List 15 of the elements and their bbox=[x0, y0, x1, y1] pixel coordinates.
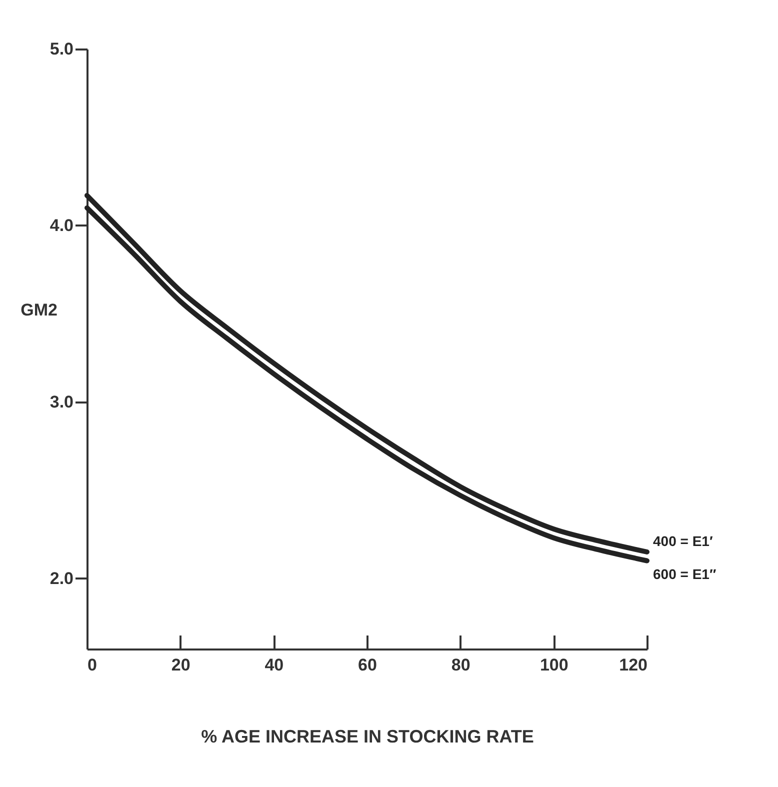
x-tick-label: 100 bbox=[540, 656, 568, 674]
y-tick-label: 4.0 bbox=[50, 216, 74, 235]
series-label: 400 = E1′ bbox=[653, 532, 714, 549]
y-tick-label: 5.0 bbox=[50, 40, 74, 58]
x-tick-label: 60 bbox=[358, 656, 377, 674]
series-label: 600 = E1″ bbox=[653, 566, 716, 582]
x-tick-label: 0 bbox=[88, 656, 97, 674]
y-tick-label: 3.0 bbox=[50, 392, 74, 412]
x-axis-title: % AGE INCREASE IN STOCKING RATE bbox=[201, 726, 534, 746]
x-tick-label: 80 bbox=[451, 656, 470, 674]
y-axis-title: GM2 bbox=[20, 300, 58, 320]
x-tick-label: 20 bbox=[171, 656, 190, 674]
x-tick-label: 40 bbox=[264, 656, 284, 674]
x-tick-label: 120 bbox=[619, 656, 648, 674]
y-tick-label: 2.0 bbox=[50, 568, 74, 588]
